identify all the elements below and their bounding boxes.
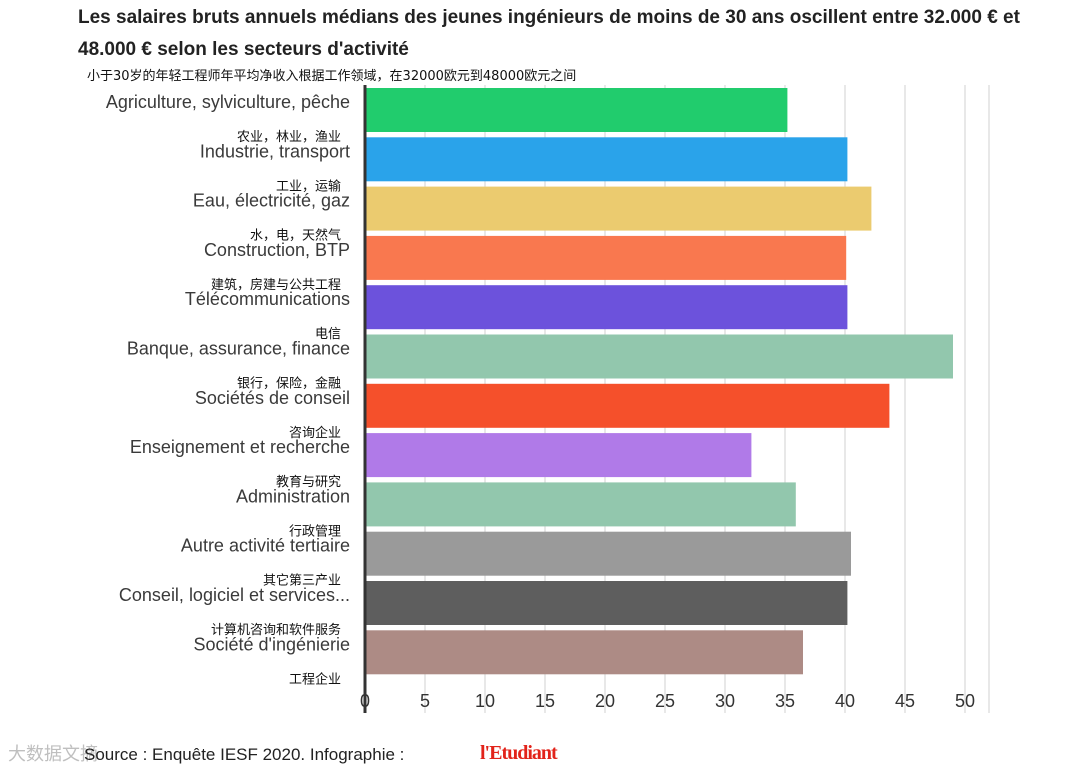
category-label: Télécommunications: [185, 289, 350, 309]
category-labels: Agriculture, sylviculture, pêche 农业，林业，渔业…: [106, 92, 350, 687]
category-translation: 咨询企业: [289, 425, 341, 441]
bar: [365, 186, 872, 231]
bar: [365, 630, 803, 675]
category-label: Société d'ingénierie: [193, 634, 350, 654]
x-tick-label: 20: [595, 691, 615, 711]
category-label: Administration: [236, 486, 350, 506]
category-translation: 教育与研究: [276, 474, 341, 490]
category-label: Sociétés de conseil: [195, 388, 350, 408]
category-label: Construction, BTP: [204, 240, 350, 260]
source-note: Source : Enquête IESF 2020. Infographie …: [84, 745, 405, 764]
category-translation: 建筑，房建与公共工程: [211, 277, 341, 293]
x-tick-label: 35: [775, 691, 795, 711]
bar: [365, 88, 788, 132]
x-tick-label: 15: [535, 691, 555, 711]
watermark: 大数据文摘: [8, 744, 98, 765]
bar: [365, 235, 847, 280]
x-axis-ticks: 05101520253035404550: [360, 691, 975, 711]
category-translation: 银行，保险，金融: [237, 376, 341, 392]
bar: [365, 531, 851, 576]
bar: [365, 137, 848, 182]
chart-title: Les salaires bruts annuels médians des j…: [78, 7, 1020, 60]
category-translation: 电信: [315, 327, 341, 342]
x-tick-label: 40: [835, 691, 855, 711]
bar: [365, 433, 752, 478]
category-label: Autre activité tertiaire: [181, 536, 350, 556]
category-label: Industrie, transport: [200, 141, 350, 161]
category-label: Enseignement et recherche: [130, 437, 350, 457]
chart-subtitle: 小于30岁的年轻工程师年平均净收入根据工作领域，在32000欧元到48000欧元…: [87, 69, 577, 84]
category-translation: 工业，运输: [276, 178, 341, 194]
category-translation: 工程企业: [289, 671, 341, 687]
x-tick-label: 30: [715, 691, 735, 711]
category-label: Agriculture, sylviculture, pêche: [106, 92, 350, 112]
brand-logo: l'Etudiant: [480, 742, 558, 764]
bar-chart: Agriculture, sylviculture, pêche 农业，林业，渔业…: [106, 85, 990, 713]
category-label: Banque, assurance, finance: [127, 339, 350, 359]
category-translation: 行政管理: [289, 524, 341, 539]
x-tick-label: 45: [895, 691, 915, 711]
category-translation: 水，电，天然气: [250, 228, 341, 244]
bars: [365, 88, 953, 675]
category-translation: 其它第三产业: [263, 573, 341, 589]
category-label: Eau, électricité, gaz: [193, 191, 350, 211]
category-translation: 计算机咨询和软件服务: [211, 622, 341, 638]
category-translation: 农业，林业，渔业: [237, 130, 341, 145]
bar: [365, 334, 953, 379]
x-tick-label: 50: [955, 691, 975, 711]
x-tick-label: 10: [475, 691, 495, 711]
bar: [365, 383, 890, 428]
bar: [365, 285, 848, 330]
bar: [365, 482, 796, 527]
bar: [365, 581, 848, 625]
category-label: Conseil, logiciel et services...: [119, 585, 350, 605]
x-tick-label: 5: [420, 691, 430, 711]
x-tick-label: 25: [655, 691, 675, 711]
